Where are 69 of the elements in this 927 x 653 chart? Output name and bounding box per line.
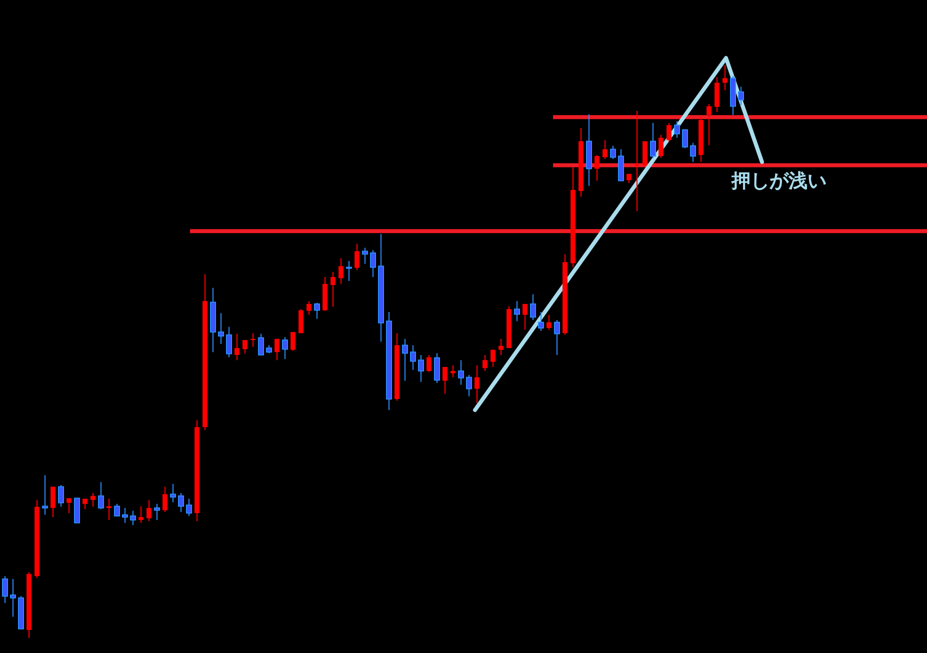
candlestick — [138, 506, 144, 524]
candlestick — [186, 498, 192, 516]
candlestick — [98, 482, 104, 510]
annotation: 押しが浅い — [730, 170, 826, 192]
candlestick — [474, 364, 480, 404]
candlestick — [90, 492, 96, 508]
candlestick — [290, 332, 296, 352]
candlestick — [258, 333, 264, 356]
candlestick — [706, 103, 712, 146]
candlestick — [450, 364, 456, 378]
candlestick — [666, 122, 672, 142]
candlestick — [738, 86, 744, 106]
candlestick — [282, 336, 288, 360]
candlestick — [442, 366, 448, 394]
candlestick — [538, 311, 544, 332]
candlestick — [418, 354, 424, 382]
candlestick — [546, 314, 552, 330]
candlestick — [170, 483, 176, 503]
candlestick — [402, 338, 408, 382]
candlestick — [362, 247, 368, 264]
candlestick — [130, 510, 136, 526]
candlestick — [2, 576, 8, 604]
candlestick — [674, 120, 680, 138]
candlestick — [610, 145, 616, 160]
candlestick — [50, 486, 56, 518]
candlestick — [122, 507, 128, 524]
candlestick — [106, 498, 112, 520]
candlestick — [682, 129, 688, 149]
candlestick — [58, 484, 64, 508]
candlestick — [346, 260, 352, 282]
candlestick — [514, 300, 520, 322]
candlestick — [338, 258, 344, 284]
candlestick — [10, 578, 16, 618]
candlestick — [242, 340, 248, 354]
candlestick — [458, 360, 464, 386]
candlestick — [66, 498, 72, 514]
candlestick — [226, 326, 232, 358]
candlestick — [234, 333, 240, 361]
candlestick — [354, 243, 360, 271]
candlestick — [634, 110, 640, 212]
candlestick — [114, 503, 120, 516]
candlestick — [146, 499, 152, 522]
candlestick — [650, 122, 656, 158]
candlestick — [482, 354, 488, 372]
candlestick — [594, 154, 600, 182]
candlestick — [522, 303, 528, 330]
candlestick — [658, 134, 664, 158]
candlestick — [42, 474, 48, 516]
candlestick — [690, 142, 696, 162]
candlestick — [162, 486, 168, 512]
candlestick — [370, 250, 376, 278]
candlestick — [530, 294, 536, 320]
candlestick — [602, 140, 608, 160]
candlestick — [314, 302, 320, 320]
candlestick — [426, 354, 432, 373]
candlestick — [410, 344, 416, 370]
candlestick — [154, 503, 160, 520]
candlestick — [330, 271, 336, 308]
candlestick — [490, 349, 496, 368]
candlestick — [722, 64, 728, 91]
candlestick — [466, 374, 472, 397]
candlestick — [298, 308, 304, 334]
candlestick — [498, 338, 504, 356]
candlestick — [274, 338, 280, 361]
candlestick — [306, 300, 312, 316]
candlestick — [554, 319, 560, 356]
candlestick — [218, 312, 224, 345]
candlestick — [434, 352, 440, 384]
candlestick — [178, 492, 184, 512]
